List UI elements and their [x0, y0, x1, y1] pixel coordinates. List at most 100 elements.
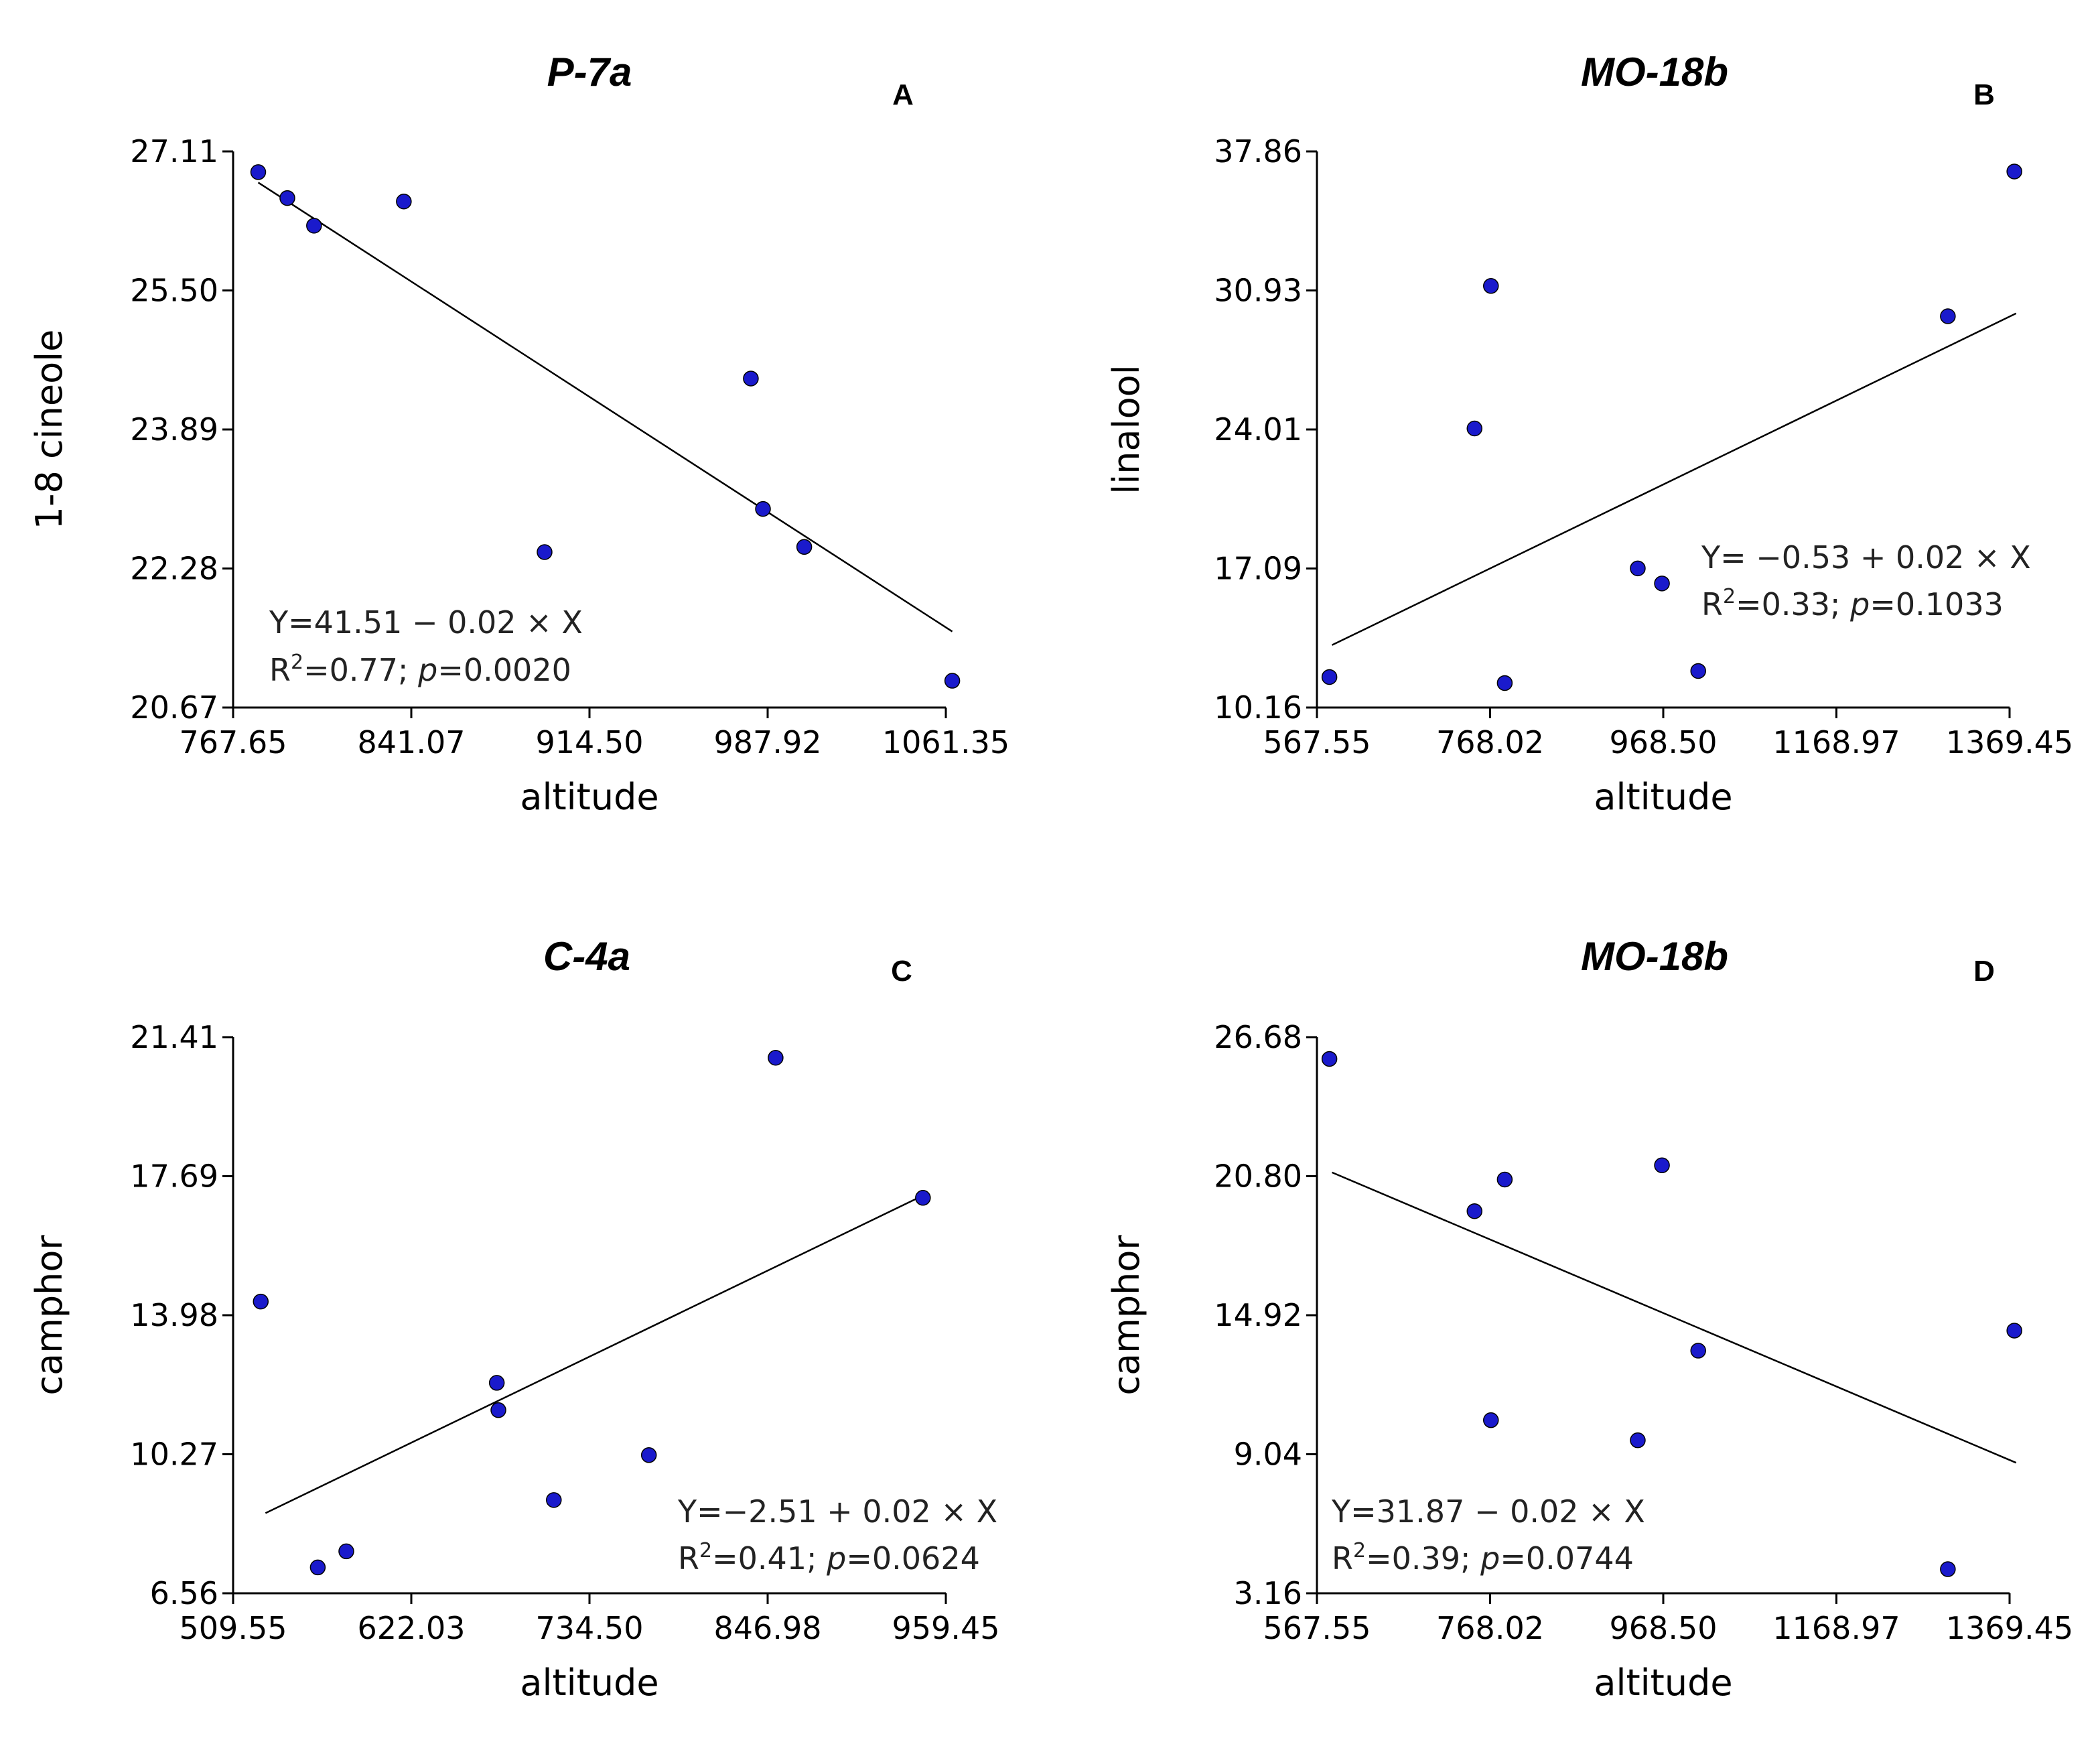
p-value: =0.1033	[1870, 586, 2004, 622]
y-tick-label: 20.67	[130, 689, 218, 726]
data-point	[2006, 1323, 2022, 1339]
data-point	[1483, 278, 1499, 294]
data-point	[640, 1447, 657, 1463]
y-tick-label: 13.98	[130, 1297, 218, 1333]
p-label: p	[826, 1540, 846, 1577]
y-tick-label: 10.16	[1214, 689, 1302, 726]
data-point	[1654, 576, 1670, 592]
x-tick-label: 567.55	[1263, 724, 1371, 760]
r-squared-value: =0.77;	[303, 652, 418, 688]
x-tick-label: 914.50	[536, 724, 644, 760]
y-tick-label: 25.50	[130, 273, 218, 309]
y-tick-label: 30.93	[1214, 273, 1302, 309]
data-point	[1466, 420, 1483, 437]
data-point	[944, 673, 961, 689]
data-point	[546, 1492, 562, 1508]
panel-b: MO-18b B 10.16 17.09 24.01 30.93 37.86 567.55 76…	[1105, 50, 2073, 818]
data-point	[1690, 663, 1706, 679]
y-tick-label: 26.68	[1214, 1019, 1302, 1055]
r-squared-value: =0.41;	[712, 1540, 827, 1577]
x-tick-label: 768.02	[1436, 1610, 1544, 1646]
data-point	[396, 194, 412, 210]
y-tick-label: 22.28	[130, 551, 218, 587]
y-tick-label: 6.56	[150, 1575, 218, 1611]
x-tick-label: 767.65	[180, 724, 287, 760]
r-squared-p-value: R2=0.41; p=0.0624	[678, 1539, 980, 1577]
r-label: R	[269, 652, 291, 688]
data-point	[1940, 1561, 1956, 1577]
regression-equation: Y= −0.53 + 0.02 × X	[1701, 539, 2031, 576]
r-superscript: 2	[1723, 585, 1736, 608]
x-tick-label: 846.98	[714, 1610, 822, 1646]
r-superscript: 2	[1353, 1539, 1366, 1562]
panel-letter: D	[1973, 955, 1995, 988]
y-axis-label: camphor	[1105, 1235, 1147, 1396]
data-point	[915, 1190, 931, 1206]
r-label: R	[678, 1540, 699, 1577]
y-tick-label: 14.92	[1214, 1297, 1302, 1333]
x-tick-label: 968.50	[1610, 1610, 1718, 1646]
x-tick-label: 1168.97	[1772, 1610, 1900, 1646]
x-axis-label: altitude	[520, 776, 658, 818]
panel-letter: A	[892, 78, 914, 111]
r-label: R	[1332, 1540, 1353, 1577]
data-point	[306, 218, 322, 234]
chart-title: MO-18b	[1581, 50, 1728, 94]
r-squared-value: =0.33;	[1736, 586, 1850, 622]
r-squared-p-value: R2=0.39; p=0.0744	[1332, 1539, 1634, 1577]
panel-a: P-7a A 20.67 22.28 23.89 25.50 27.11 767.65 841.…	[28, 50, 1009, 818]
data-point	[338, 1543, 354, 1560]
x-tick-label: 622.03	[358, 1610, 466, 1646]
data-point	[1483, 1412, 1499, 1428]
regression-line	[1331, 312, 2017, 646]
data-point	[1496, 675, 1513, 691]
x-tick-label: 968.50	[1610, 724, 1718, 760]
y-axis-label: linalool	[1105, 364, 1147, 494]
x-tick-label: 567.55	[1263, 1610, 1371, 1646]
regression-line	[1332, 1171, 2017, 1464]
x-axis-label: altitude	[1594, 776, 1732, 818]
data-point	[1940, 308, 1956, 324]
y-axis-label: 1-8 cineole	[28, 330, 70, 530]
data-point	[488, 1375, 505, 1391]
chart-title: MO-18b	[1581, 934, 1728, 979]
p-value: =0.0744	[1500, 1540, 1634, 1577]
regression-equation: Y=−2.51 + 0.02 × X	[677, 1493, 997, 1530]
data-point	[1654, 1157, 1670, 1174]
x-tick-label: 509.55	[180, 1610, 287, 1646]
p-value: =0.0624	[846, 1540, 980, 1577]
p-value: =0.0020	[437, 652, 571, 688]
x-tick-label: 1369.45	[1946, 1610, 2073, 1646]
data-point	[253, 1293, 269, 1310]
data-point	[1630, 560, 1646, 577]
x-tick-label: 1369.45	[1946, 724, 2073, 760]
x-tick-label: 1168.97	[1772, 724, 1900, 760]
y-tick-label: 24.01	[1214, 411, 1302, 448]
data-point	[796, 539, 813, 555]
x-tick-label: 841.07	[358, 724, 466, 760]
data-point	[537, 544, 553, 560]
data-point	[1321, 1051, 1338, 1067]
x-tick-label: 768.02	[1436, 724, 1544, 760]
panel-d: MO-18b D 3.16 9.04 14.92 20.80 26.68 567.55 768.…	[1105, 934, 2073, 1704]
p-label: p	[1849, 586, 1870, 622]
x-tick-label: 987.92	[714, 724, 822, 760]
r-squared-p-value: R2=0.77; p=0.0020	[269, 651, 571, 688]
x-axis-label: altitude	[520, 1662, 658, 1704]
r-squared-p-value: R2=0.33; p=0.1033	[1701, 585, 2004, 622]
x-tick-label: 734.50	[536, 1610, 644, 1646]
regression-line	[265, 1194, 925, 1514]
chart-title: C-4a	[543, 934, 630, 979]
regression-line	[257, 182, 953, 632]
data-point	[1321, 669, 1338, 685]
x-axis-label: altitude	[1594, 1662, 1732, 1704]
r-superscript: 2	[699, 1539, 712, 1562]
y-tick-label: 3.16	[1234, 1575, 1302, 1611]
data-point	[250, 164, 267, 180]
y-tick-label: 27.11	[130, 133, 218, 170]
chart-title: P-7a	[547, 50, 632, 94]
p-label: p	[417, 652, 437, 688]
x-tick-label: 959.45	[892, 1610, 1000, 1646]
r-superscript: 2	[291, 651, 303, 674]
